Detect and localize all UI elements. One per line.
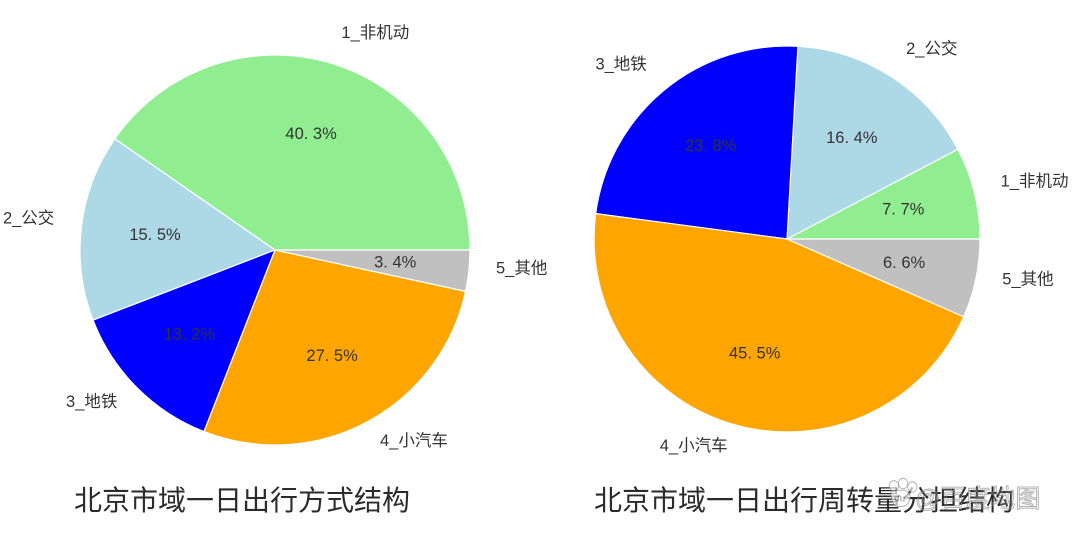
svg-text:2_公交: 2_公交 xyxy=(3,209,54,228)
svg-text:13. 2%: 13. 2% xyxy=(164,326,216,344)
svg-text:23. 8%: 23. 8% xyxy=(685,137,737,155)
svg-text:15. 5%: 15. 5% xyxy=(129,226,181,244)
svg-text:40. 3%: 40. 3% xyxy=(285,125,337,143)
svg-text:3_地铁: 3_地铁 xyxy=(66,392,117,411)
svg-text:16. 4%: 16. 4% xyxy=(826,129,878,147)
svg-text:45. 5%: 45. 5% xyxy=(729,345,781,363)
svg-text:1_非机动: 1_非机动 xyxy=(341,23,409,42)
svg-text:4_小汽车: 4_小汽车 xyxy=(660,436,728,455)
svg-text:5_其他: 5_其他 xyxy=(1002,269,1053,288)
svg-text:2_公交: 2_公交 xyxy=(906,39,957,58)
svg-text:北京市域一日出行方式结构: 北京市域一日出行方式结构 xyxy=(74,485,410,517)
svg-text:27. 5%: 27. 5% xyxy=(306,347,358,365)
svg-text:du: du xyxy=(894,493,906,503)
svg-text:4_小汽车: 4_小汽车 xyxy=(380,431,448,450)
svg-text:5_其他: 5_其他 xyxy=(496,259,547,278)
svg-text:1_非机动: 1_非机动 xyxy=(1001,171,1069,190)
svg-text:@百度地图: @百度地图 xyxy=(915,485,1040,513)
svg-text:3_地铁: 3_地铁 xyxy=(595,55,646,74)
svg-text:3. 4%: 3. 4% xyxy=(374,253,417,271)
svg-text:7. 7%: 7. 7% xyxy=(882,201,925,219)
svg-text:6. 6%: 6. 6% xyxy=(883,254,926,272)
